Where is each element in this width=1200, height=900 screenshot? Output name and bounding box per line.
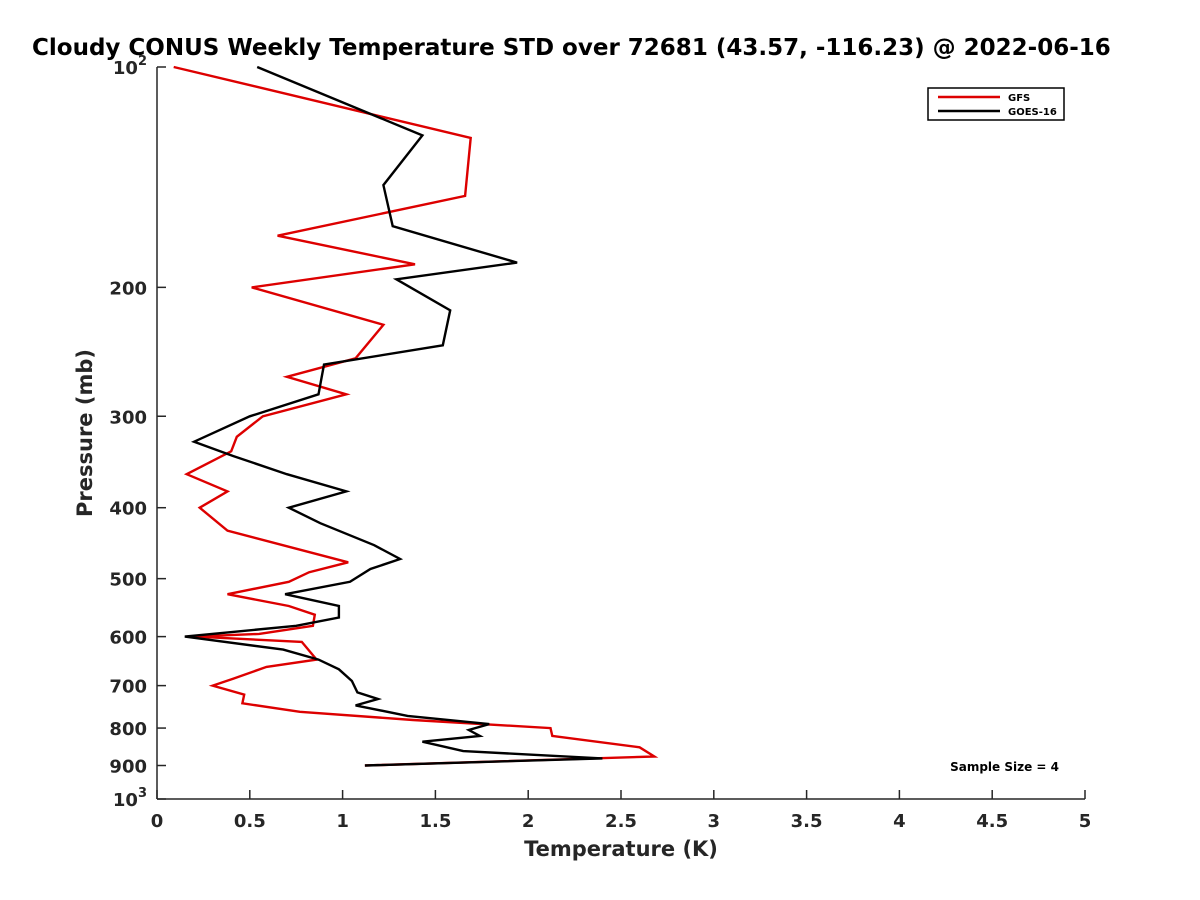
y-tick-label: 600: [109, 628, 147, 649]
sample-size-annotation: Sample Size = 4: [950, 760, 1059, 774]
x-axis-label: Temperature (K): [524, 837, 718, 861]
x-tick-label: 3: [708, 811, 721, 832]
x-tick-label: 4: [893, 811, 906, 832]
x-tick-label: 2.5: [605, 811, 637, 832]
y-tick-label: 700: [109, 677, 147, 698]
x-tick-label: 5: [1079, 811, 1092, 832]
x-tick-label: 2: [522, 811, 535, 832]
x-tick-label: 0: [151, 811, 164, 832]
y-tick-label-base: 10: [113, 58, 138, 79]
y-tick-label-base: 900: [109, 757, 147, 778]
y-tick-label-base: 300: [109, 407, 147, 428]
plot-area: [173, 65, 659, 767]
x-tick-label: 0.5: [234, 811, 266, 832]
x-tick-label: 4.5: [976, 811, 1008, 832]
y-tick-label-exponent: 2: [138, 54, 147, 69]
y-tick-label-base: 500: [109, 570, 147, 591]
legend: GFS GOES-16: [927, 87, 1065, 121]
series-line-gfs: [173, 65, 659, 767]
y-tick-label: 103: [113, 786, 147, 811]
y-tick-label-exponent: 3: [138, 786, 147, 801]
y-tick-label-base: 200: [109, 278, 147, 299]
y-axis-label: Pressure (mb): [73, 349, 97, 517]
y-tick-label: 900: [109, 757, 147, 778]
y-tick-label: 800: [109, 719, 147, 740]
y-tick-label: 102: [113, 54, 147, 79]
y-tick-label-base: 600: [109, 628, 147, 649]
y-tick-label: 300: [109, 407, 147, 428]
x-axis-ticks: 0 0.5 1 1.5 2 2.5 3 3.5 4 4.5 5: [151, 790, 1092, 832]
axes-frame: [157, 67, 1085, 799]
y-tick-label-base: 800: [109, 719, 147, 740]
legend-entry: GOES-16: [1008, 107, 1057, 118]
chart-title: Cloudy CONUS Weekly Temperature STD over…: [32, 35, 1111, 61]
legend-entry: GFS: [1008, 93, 1030, 104]
y-tick-label-base: 400: [109, 499, 147, 520]
legend-box: [927, 87, 1065, 121]
y-tick-label: 200: [109, 278, 147, 299]
x-tick-label: 1: [336, 811, 349, 832]
y-tick-label: 500: [109, 570, 147, 591]
y-tick-label-base: 700: [109, 677, 147, 698]
series-line-goes-16: [184, 65, 603, 767]
x-tick-label: 1.5: [419, 811, 451, 832]
y-tick-label-base: 10: [113, 790, 138, 811]
y-tick-label: 400: [109, 499, 147, 520]
x-tick-label: 3.5: [791, 811, 823, 832]
